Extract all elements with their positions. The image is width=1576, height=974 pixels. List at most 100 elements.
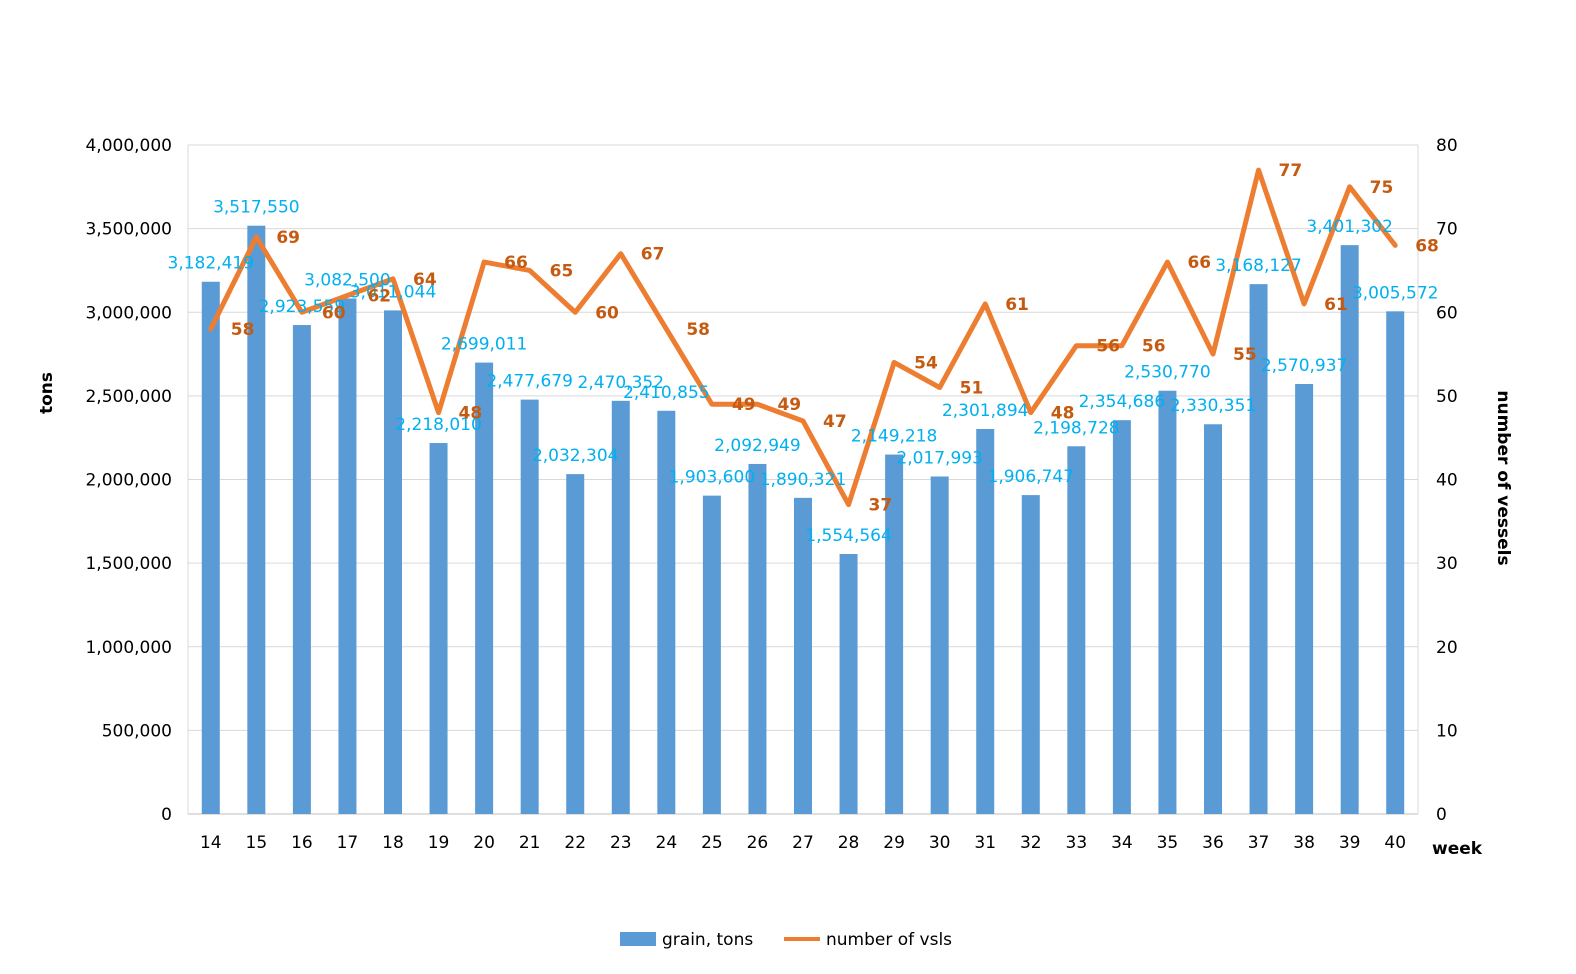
x-tick-label: 26 bbox=[747, 833, 769, 853]
y-right-tick-label: 30 bbox=[1436, 554, 1458, 574]
x-tick-label: 33 bbox=[1066, 833, 1088, 853]
bar bbox=[702, 495, 721, 814]
x-tick-label: 37 bbox=[1248, 833, 1270, 853]
bar-data-label: 3,082,500 bbox=[304, 270, 391, 290]
bar-data-label: 3,401,302 bbox=[1306, 217, 1393, 237]
y-right-tick-label: 0 bbox=[1436, 805, 1447, 825]
bar bbox=[384, 310, 402, 814]
bar bbox=[1295, 384, 1314, 814]
x-tick-label: 22 bbox=[564, 833, 586, 853]
y-right-tick-label: 10 bbox=[1436, 721, 1458, 741]
bar bbox=[1067, 446, 1086, 814]
y-left-tick-label: 0 bbox=[161, 805, 172, 825]
bar-data-label: 2,570,937 bbox=[1261, 356, 1348, 376]
legend-label-grain-tons: grain, tons bbox=[662, 930, 753, 950]
x-tick-label: 17 bbox=[337, 833, 359, 853]
bar-data-label: 3,005,572 bbox=[1352, 283, 1439, 303]
x-tick-label: 32 bbox=[1020, 833, 1042, 853]
bar-data-label: 2,017,993 bbox=[896, 448, 983, 468]
x-tick-label: 30 bbox=[929, 833, 951, 853]
x-tick-label: 16 bbox=[291, 833, 313, 853]
line-data-label: 61 bbox=[1324, 295, 1348, 315]
line-data-label: 66 bbox=[1187, 253, 1211, 273]
bar bbox=[1112, 420, 1131, 814]
line-data-label: 60 bbox=[322, 303, 346, 323]
bar-data-label: 2,354,686 bbox=[1079, 392, 1166, 412]
x-tick-label: 24 bbox=[656, 833, 678, 853]
line-data-label: 77 bbox=[1279, 161, 1303, 181]
x-tick-label: 40 bbox=[1384, 833, 1406, 853]
line-data-label: 60 bbox=[595, 303, 619, 323]
y-right-tick-label: 40 bbox=[1436, 471, 1458, 491]
bar-data-labels: 3,182,419 3,517,550 2,923,559 3,082,5003,01… bbox=[168, 198, 1439, 546]
line-data-label: 51 bbox=[960, 379, 984, 399]
bar-data-label: 2,032,304 bbox=[532, 446, 619, 466]
y-left-tick-label: 1,000,000 bbox=[85, 638, 172, 658]
bar bbox=[1249, 284, 1268, 815]
y-right-tick-label: 20 bbox=[1436, 638, 1458, 658]
bar-data-label: 2,198,728 bbox=[1033, 418, 1120, 438]
x-tick-label: 31 bbox=[974, 833, 996, 853]
bar-data-label: 2,923,559 bbox=[259, 297, 346, 317]
line-data-label: 75 bbox=[1370, 178, 1394, 198]
legend-swatch-grain-tons bbox=[620, 932, 656, 946]
bar bbox=[930, 476, 949, 814]
line-data-label: 64 bbox=[413, 270, 437, 290]
line-data-labels: 58 69 60 62 64 48 66 65 60 67 58 49 49 47 37 54 51 61 48 56… bbox=[231, 161, 1439, 516]
series-line bbox=[208, 167, 1398, 508]
bar bbox=[611, 400, 630, 814]
y-left-tick-label: 2,500,000 bbox=[85, 387, 172, 407]
bar bbox=[292, 325, 311, 814]
bar bbox=[794, 497, 812, 814]
bar bbox=[429, 443, 448, 814]
bar bbox=[1204, 424, 1222, 814]
y-left-axis-title: tons bbox=[37, 372, 57, 414]
legend: grain, tons number of vsls bbox=[620, 930, 952, 950]
bar-data-label: 1,554,564 bbox=[805, 526, 892, 546]
bar-data-label: 3,168,127 bbox=[1215, 256, 1302, 276]
x-tick-label: 36 bbox=[1202, 833, 1224, 853]
y-left-tick-label: 1,500,000 bbox=[85, 554, 172, 574]
bar bbox=[338, 298, 357, 814]
bar bbox=[748, 463, 767, 814]
legend-label-number-of-vsls: number of vsls bbox=[826, 930, 952, 950]
x-tick-label: 29 bbox=[883, 833, 905, 853]
line-data-label: 56 bbox=[1096, 337, 1120, 357]
line-data-label: 58 bbox=[231, 320, 255, 340]
line-data-label: 66 bbox=[504, 253, 528, 273]
x-tick-label: 27 bbox=[792, 833, 814, 853]
x-tick-label: 34 bbox=[1111, 833, 1133, 853]
x-tick-label: 18 bbox=[382, 833, 404, 853]
bar bbox=[1021, 495, 1040, 814]
bar-data-label: 1,903,600 bbox=[669, 468, 756, 488]
y-left-tick-label: 500,000 bbox=[102, 721, 172, 741]
y-right-tick-label: 80 bbox=[1436, 136, 1458, 156]
x-tick-label: 39 bbox=[1339, 833, 1361, 853]
bar-data-label: 2,699,011 bbox=[441, 335, 528, 355]
bar-data-label: 2,301,894 bbox=[942, 401, 1029, 421]
line-data-label: 69 bbox=[276, 228, 300, 248]
bar bbox=[475, 362, 494, 814]
line-data-label: 58 bbox=[686, 320, 710, 340]
bar bbox=[839, 553, 858, 814]
bar-data-label: 2,530,770 bbox=[1124, 363, 1211, 383]
line-data-label: 55 bbox=[1233, 345, 1257, 365]
line-data-label: 62 bbox=[367, 287, 391, 307]
bar bbox=[1340, 245, 1359, 814]
x-tick-label: 20 bbox=[473, 833, 495, 853]
bar-data-label: 1,906,747 bbox=[988, 467, 1075, 487]
x-axis-title: week bbox=[1432, 839, 1483, 859]
line-data-label: 48 bbox=[459, 404, 483, 424]
line-data-label: 49 bbox=[777, 395, 801, 415]
y-right-tick-label: 50 bbox=[1436, 387, 1458, 407]
bar-data-label: 2,218,010 bbox=[395, 415, 482, 435]
bar-data-label: 3,517,550 bbox=[213, 198, 300, 218]
line-data-label: 37 bbox=[869, 496, 893, 516]
line-data-label: 56 bbox=[1142, 337, 1166, 357]
bar bbox=[201, 281, 220, 814]
line-data-label: 65 bbox=[550, 261, 574, 281]
line-data-label: 68 bbox=[1415, 236, 1439, 256]
line-data-label: 48 bbox=[1051, 404, 1075, 424]
y-right-axis-title: number of vessels bbox=[1493, 390, 1513, 565]
